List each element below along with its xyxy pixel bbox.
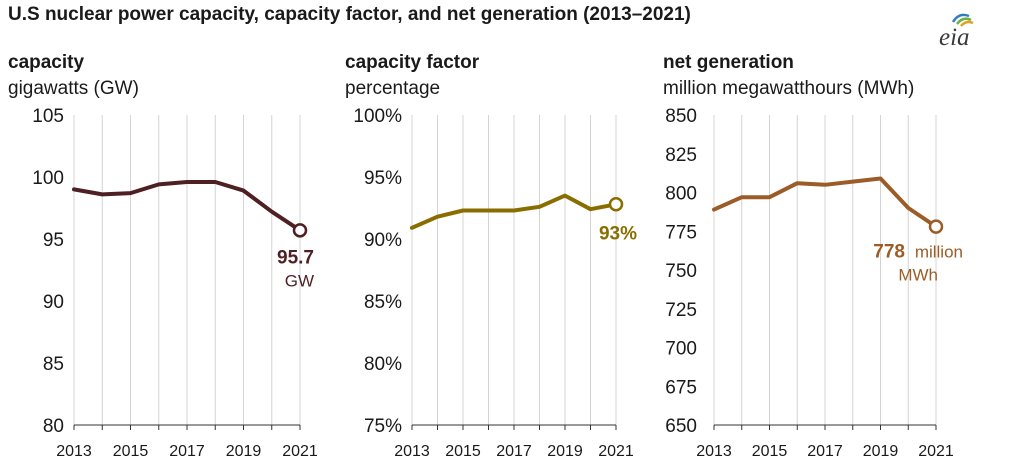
panel-2-end-point	[608, 197, 624, 212]
panel-3-y-tick-label: 850	[665, 106, 697, 127]
eia-logo-icon	[951, 13, 974, 27]
panel-1-y-tick-label: 105	[32, 106, 64, 127]
panel-2-unit: percentage	[345, 78, 441, 99]
panel-2-x-tick-label: 2019	[547, 443, 583, 460]
panel-3-y-tick-label: 675	[665, 377, 697, 398]
panel-1-y-tick-label: 95	[43, 230, 64, 251]
panel-2-y-tick-label: 95%	[364, 168, 402, 189]
panel-3-end-point	[928, 219, 944, 234]
panel-2-annotation-value: 93%	[599, 223, 637, 244]
panel-1-y-tick-label: 85	[43, 354, 64, 375]
panel-3-y-tick-label: 700	[665, 339, 697, 360]
panel-1-x-tick-label: 2015	[113, 443, 149, 460]
panel-3-x-tick-label: 2013	[696, 443, 732, 460]
chart-title: U.S nuclear power capacity, capacity fac…	[8, 4, 691, 25]
panel-1-x-tick-label: 2017	[169, 443, 205, 460]
panel-3-annotation-unit-2: MWh	[898, 266, 938, 285]
panel-2-y-tick-label: 80%	[364, 354, 402, 375]
panel-2-x-tick-label: 2017	[496, 443, 532, 460]
panel-3-y-tick-label: 725	[665, 300, 697, 321]
panel-2-y-tick-label: 100%	[353, 106, 402, 127]
panel-3-y-tick-label: 650	[665, 416, 697, 437]
panel-3-title: net generation	[663, 52, 794, 73]
eia-logo-text: eia	[939, 24, 970, 51]
panel-2-title: capacity factor	[345, 52, 480, 73]
panel-2-series-line	[410, 193, 618, 230]
panel-1-x-tick-label: 2021	[282, 443, 318, 460]
panel-3-x-tick-label: 2015	[752, 443, 788, 460]
panel-1-end-point	[292, 223, 308, 238]
panel-3-x-tick-label: 2021	[918, 443, 954, 460]
panel-2-x-tick-label: 2013	[394, 443, 430, 460]
panel-1-title: capacity	[8, 52, 85, 73]
panel-1-y-tick-label: 90	[43, 292, 64, 313]
panel-1-x-tick-label: 2013	[56, 443, 92, 460]
panel-3-series-line	[712, 176, 938, 229]
panel-2-y-tick-label: 75%	[364, 416, 402, 437]
panel-1-series-line	[72, 180, 302, 233]
panel-3-unit: million megawatthours (MWh)	[663, 78, 915, 99]
panel-3-x-tick-label: 2019	[863, 443, 899, 460]
panel-3-y-tick-label: 750	[665, 261, 697, 282]
panel-3-y-tick-label: 800	[665, 184, 697, 205]
panel-3-x-tick-label: 2017	[807, 443, 843, 460]
panel-1-annotation-unit: GW	[285, 271, 314, 290]
panel-3-y-tick-label: 775	[665, 222, 697, 243]
panel-1-unit: gigawatts (GW)	[8, 78, 139, 99]
eia-logo: eia	[935, 10, 995, 51]
panel-3-annotation-unit-1: million	[915, 243, 963, 262]
panel-1-annotation-value: 95.7	[277, 247, 314, 268]
panel-2-x-tick-label: 2021	[598, 443, 634, 460]
panel-1-x-tick-label: 2019	[226, 443, 262, 460]
panel-2-y-tick-label: 85%	[364, 292, 402, 313]
panel-3-y-tick-label: 825	[665, 145, 697, 166]
panel-2-x-tick-label: 2015	[445, 443, 481, 460]
panel-1-y-tick-label: 100	[32, 168, 64, 189]
panel-1-y-tick-label: 80	[43, 416, 64, 437]
panel-3-annotation-value: 778	[873, 242, 905, 263]
panel-2-y-tick-label: 90%	[364, 230, 402, 251]
